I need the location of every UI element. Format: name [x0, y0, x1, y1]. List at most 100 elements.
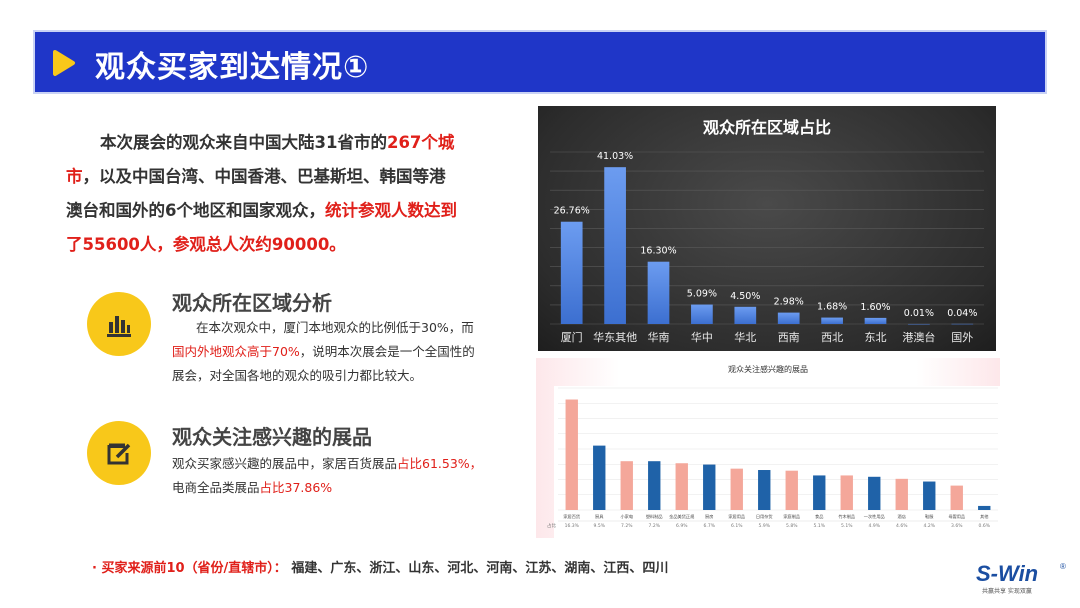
- chart2-x-tick: 母婴用品: [948, 514, 965, 520]
- intro-paragraph: 本次展会的观众来自中国大陆31省市的267个城 市，以及中国台湾、中国香港、巴基…: [66, 126, 506, 262]
- chart1-x-tick: 西南: [778, 331, 800, 344]
- chart2-data-label: 9.5%: [594, 523, 606, 529]
- region-share-chart: 观众所在区域占比 26.76% 厦门 41.03% 华东其他 16.30% 华南 5.09% 华…: [538, 106, 996, 351]
- chart1-bar: [647, 261, 670, 324]
- chart1-x-tick: 厦门: [561, 330, 583, 344]
- play-arrow-icon: [53, 50, 75, 76]
- chart2-row-label: 占比: [547, 522, 556, 529]
- chart1-x-tick: 西北: [821, 331, 843, 344]
- chart1-bar: [560, 221, 583, 324]
- chart2-x-tick: 酒店: [898, 513, 906, 520]
- chart2-data-label: 0.6%: [979, 523, 991, 529]
- chart1-bar: [951, 323, 974, 325]
- chart1-data-label: 26.76%: [554, 206, 590, 217]
- chart2-bar: [923, 481, 936, 510]
- chart1-bar: [821, 317, 843, 324]
- chart1-x-tick: 港澳台: [902, 330, 935, 344]
- intro-highlight-4: 了55600人，参观总人次约90000。: [66, 235, 346, 254]
- chart2-data-label: 7.2%: [621, 523, 633, 529]
- chart1-x-tick: 华南: [648, 330, 670, 344]
- chart1-bar: [864, 317, 887, 324]
- chart2-bar: [895, 478, 908, 510]
- chart2-data-label: 5.8%: [786, 523, 798, 529]
- chart2-x-tick: 家居用品: [728, 513, 745, 520]
- chart2-bar: [593, 445, 606, 510]
- chart1-data-label: 16.30%: [640, 246, 676, 257]
- chart1-bar: [691, 304, 713, 324]
- region-text-1: 在本次观众中，厦门本地观众的比例低于30%，而: [196, 320, 474, 335]
- section-title-region: 观众所在区域分析: [172, 291, 332, 315]
- chart1-bar: [777, 312, 800, 324]
- chart1-bar: [734, 306, 757, 324]
- buyer-source-footer: · 买家来源前10（省份/直辖市）： 福建、广东、浙江、山东、河北、河南、江苏、…: [92, 557, 668, 576]
- chart1-x-tick: 国外: [951, 331, 973, 344]
- chart2-x-tick: 家庭制品: [783, 513, 800, 520]
- chart1-title: 观众所在区域占比: [703, 118, 831, 137]
- chart2-data-label: 3.6%: [951, 523, 963, 529]
- chart2-bar: [840, 475, 853, 510]
- chart2-bar: [950, 485, 963, 510]
- chart2-title: 观众关注感兴趣的展品: [728, 364, 808, 374]
- chart2-x-tick: 一次性用品: [864, 513, 885, 520]
- chart2-data-label: 4.9%: [869, 523, 881, 529]
- chart1-bar: [604, 167, 626, 324]
- intro-highlight-3: 统计参观人数达到: [324, 201, 457, 220]
- chart1-x-tick: 华中: [691, 330, 713, 344]
- chart2-x-tick: 鞋服: [925, 513, 934, 520]
- chart2-data-label: 5.1%: [814, 523, 826, 529]
- chart2-x-tick: 食品: [815, 513, 823, 520]
- footer-label: · 买家来源前10（省份/直辖市）：: [92, 561, 287, 576]
- chart2-bar: [785, 470, 798, 510]
- exhibit-highlight-1: 占比61.53%，: [397, 456, 483, 471]
- chart2-x-tick: 厨房: [705, 513, 713, 520]
- exhibit-highlight-2: 占比37.86%: [259, 480, 333, 495]
- chart2-bar: [813, 475, 826, 510]
- chart2-data-label: 6.1%: [731, 523, 743, 529]
- chart1-data-label: 2.98%: [774, 297, 804, 308]
- s-win-logo: S-Win ® 共赢共享 实现双赢: [972, 557, 1070, 597]
- chart1-bar: [908, 323, 930, 325]
- chart2-data-label: 5.9%: [759, 523, 771, 529]
- edit-icon: [107, 443, 131, 465]
- chart1-data-label: 4.50%: [730, 291, 760, 302]
- logo-wordmark: S-Win: [976, 561, 1038, 586]
- section-text-region: 在本次观众中，厦门本地观众的比例低于30%，而 国内外地观众高于70%，说明本次…: [172, 316, 507, 388]
- chart2-x-tick: 日用杂货: [756, 513, 773, 520]
- chart2-data-label: 16.3%: [565, 523, 580, 529]
- chart2-data-label: 4.6%: [896, 523, 908, 529]
- chart2-x-tick: 其他: [980, 513, 989, 520]
- chart1-x-tick: 东北: [865, 331, 887, 344]
- chart2-x-tick: 小家电: [620, 513, 633, 520]
- chart1-data-label: 0.04%: [947, 308, 977, 319]
- intro-text-2: ，以及中国台湾、中国香港、巴基斯坦、韩国等港: [82, 167, 446, 186]
- exhibit-interest-chart: 观众关注感兴趣的展品 家居百货 16.3% 厨具 9.5% 小家电 7.2% 塑料制品 7.2%…: [536, 358, 1000, 538]
- chart2-bar: [868, 476, 881, 510]
- slide-title: 观众买家到达情况①: [95, 50, 370, 85]
- chart2-x-tick: 塑料制品: [646, 513, 663, 520]
- region-share-chart-svg: 观众所在区域占比 26.76% 厦门 41.03% 华东其他 16.30% 华南 5.09% 华…: [550, 118, 984, 344]
- logo-registered-mark: ®: [1060, 562, 1066, 571]
- exhibit-text-1: 观众买家感兴趣的展品中，家居百货展品: [172, 456, 398, 471]
- exhibit-text-2: 电商全品类展品: [172, 480, 260, 495]
- chart2-bar: [648, 461, 661, 510]
- slide-header: 观众买家到达情况①: [33, 30, 1047, 94]
- chart2-bar: [703, 464, 716, 510]
- chart2-bar: [565, 399, 578, 510]
- chart1-data-label: 5.09%: [687, 289, 717, 300]
- chart2-bar: [620, 461, 633, 510]
- chart2-x-tick: 家居百货: [563, 513, 580, 520]
- edit-icon-badge: [87, 421, 151, 485]
- bar-chart-icon: [107, 316, 131, 337]
- chart2-bar: [978, 505, 991, 510]
- region-text-3: 展会，对全国各地的观众的吸引力都比较大。: [172, 368, 423, 383]
- s-win-logo-svg: S-Win ® 共赢共享 实现双赢: [976, 561, 1066, 595]
- intro-highlight-1: 267个城: [386, 133, 455, 152]
- chart2-data-label: 5.1%: [841, 523, 853, 529]
- chart1-data-label: 1.68%: [817, 302, 847, 313]
- intro-highlight-2: 市: [66, 167, 83, 186]
- intro-text-3: 澳台和国外的6个地区和国家观众，: [66, 201, 325, 220]
- chart1-data-label: 1.60%: [860, 302, 890, 313]
- chart2-x-tick: 厨具: [595, 514, 604, 520]
- chart1-data-label: 41.03%: [597, 151, 633, 162]
